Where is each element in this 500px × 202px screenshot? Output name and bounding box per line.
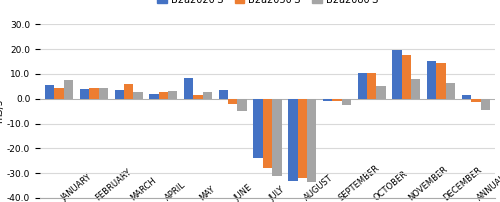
- Bar: [342, 99, 351, 105]
- Bar: [436, 63, 446, 99]
- Bar: [89, 87, 99, 99]
- Bar: [158, 93, 168, 99]
- Bar: [184, 78, 194, 99]
- Bar: [392, 50, 402, 99]
- Bar: [254, 99, 263, 158]
- Bar: [402, 55, 411, 99]
- Bar: [124, 84, 134, 99]
- Bar: [114, 90, 124, 99]
- Bar: [288, 99, 298, 181]
- Bar: [367, 73, 376, 99]
- Bar: [228, 99, 237, 104]
- Bar: [307, 99, 316, 182]
- Legend: B2a2020'S, B2a2050'S, B2a2080'S: B2a2020'S, B2a2050'S, B2a2080'S: [153, 0, 382, 9]
- Bar: [263, 99, 272, 168]
- Bar: [298, 99, 307, 178]
- Bar: [411, 79, 420, 99]
- Bar: [471, 99, 480, 102]
- Bar: [480, 99, 490, 110]
- Bar: [64, 80, 73, 99]
- Bar: [272, 99, 281, 176]
- Bar: [358, 73, 367, 99]
- Bar: [376, 86, 386, 99]
- Bar: [54, 87, 64, 99]
- Bar: [149, 94, 158, 99]
- Bar: [134, 93, 142, 99]
- Bar: [462, 95, 471, 99]
- Bar: [45, 85, 54, 99]
- Bar: [332, 99, 342, 101]
- Bar: [218, 90, 228, 99]
- Y-axis label: m3/s: m3/s: [0, 99, 4, 123]
- Bar: [80, 89, 89, 99]
- Bar: [238, 99, 247, 111]
- Bar: [323, 99, 332, 101]
- Bar: [168, 91, 177, 99]
- Bar: [202, 93, 212, 99]
- Bar: [98, 87, 108, 99]
- Bar: [446, 83, 455, 99]
- Bar: [194, 95, 202, 99]
- Bar: [427, 61, 436, 99]
